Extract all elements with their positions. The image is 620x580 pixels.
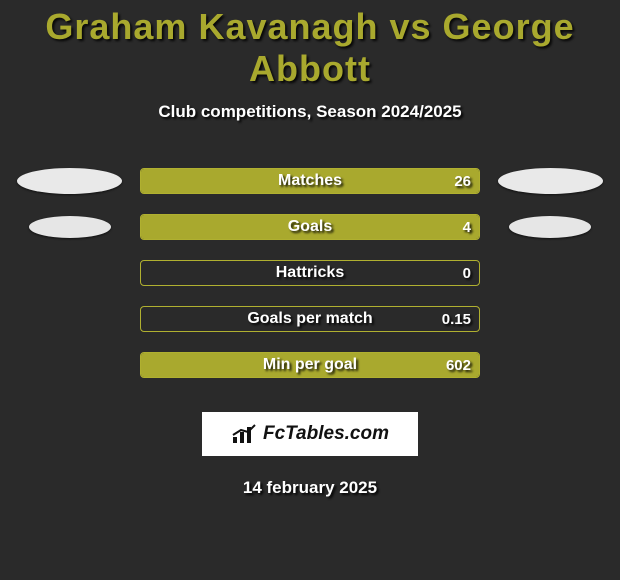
player-ellipse	[509, 216, 591, 238]
stat-bar: Goals4	[140, 214, 480, 240]
stats-block: Matches26 Goals4 Hattricks0 Goals per match…	[0, 158, 620, 388]
player-ellipse	[17, 168, 122, 194]
stat-row: Matches26	[0, 158, 620, 204]
stat-bar: Min per goal602	[140, 352, 480, 378]
stat-value: 602	[446, 353, 471, 377]
stat-bar: Matches26	[140, 168, 480, 194]
stat-value: 4	[463, 215, 471, 239]
stat-value: 0.15	[442, 307, 471, 331]
stat-label: Hattricks	[141, 261, 479, 285]
stat-value: 26	[454, 169, 471, 193]
player-ellipse	[29, 216, 111, 238]
stat-label: Goals per match	[141, 307, 479, 331]
stat-row: Goals per match0.15	[0, 296, 620, 342]
date-text: 14 february 2025	[0, 478, 620, 498]
stat-bar: Goals per match0.15	[140, 306, 480, 332]
chart-icon	[231, 423, 257, 445]
stat-bar: Hattricks0	[140, 260, 480, 286]
logo-box: FcTables.com	[202, 412, 418, 456]
stat-value: 0	[463, 261, 471, 285]
stat-row: Hattricks0	[0, 250, 620, 296]
stat-label: Min per goal	[141, 353, 479, 377]
logo-text: FcTables.com	[263, 423, 389, 445]
player-ellipse	[498, 168, 603, 194]
subtitle: Club competitions, Season 2024/2025	[0, 102, 620, 122]
stat-row: Min per goal602	[0, 342, 620, 388]
stat-label: Goals	[141, 215, 479, 239]
page-title: Graham Kavanagh vs George Abbott	[0, 0, 620, 90]
stat-label: Matches	[141, 169, 479, 193]
stat-row: Goals4	[0, 204, 620, 250]
